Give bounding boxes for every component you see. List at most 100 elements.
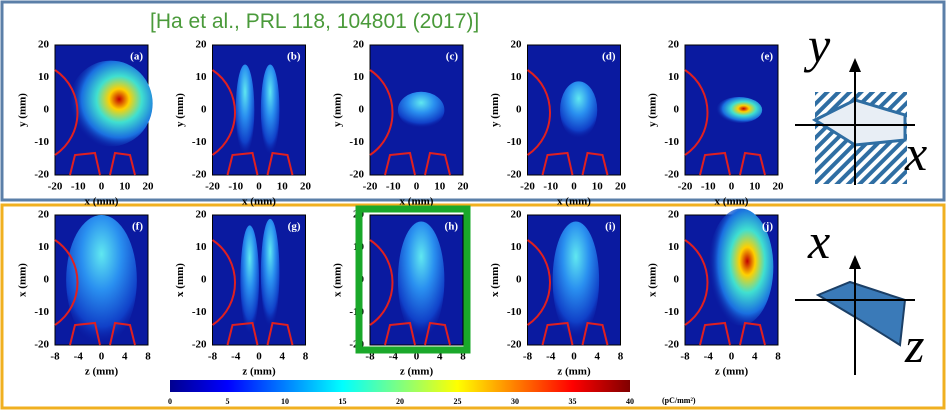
y-tick-label: -10 — [664, 136, 679, 148]
y-tick-label: -20 — [34, 169, 49, 181]
x-tick-label: 8 — [775, 351, 781, 363]
y-tick-label: 10 — [668, 71, 680, 83]
y-axis-label: y (mm) — [332, 93, 344, 127]
lineout — [54, 69, 79, 156]
x-tick-label: -20 — [678, 181, 693, 193]
image — [212, 214, 306, 346]
x-tick-label: -4 — [704, 351, 714, 363]
lineout — [226, 151, 294, 176]
panel: (d) 20 10 0 -10 -20-20 -10 0 10 20 y (mm) x (mm) — [489, 39, 626, 208]
colorbar-tick-label: 25 — [454, 397, 462, 406]
y-tick-label: 20 — [38, 209, 50, 221]
x-tick-label: 8 — [460, 351, 466, 363]
x-tick-label: -8 — [365, 351, 375, 363]
beam — [715, 97, 763, 123]
panel: (e) 20 10 0 -10 -20-20 -10 0 10 20 y (mm) x (mm) — [647, 39, 784, 208]
icon-horizontal: x — [904, 125, 927, 181]
y-tick-label: 20 — [511, 39, 523, 51]
bottom-frame — [0, 203, 946, 410]
x-tick-label: 20 — [300, 181, 312, 193]
lineout — [226, 321, 294, 346]
y-tick-label: -10 — [349, 136, 364, 148]
beam — [240, 225, 259, 335]
colorbar-tick-label: 15 — [339, 397, 347, 406]
y-tick-label: -10 — [34, 306, 49, 318]
icon-vertical: x — [807, 213, 830, 269]
y-tick-label: -20 — [507, 339, 522, 351]
x-tick-label: -10 — [71, 181, 86, 193]
panel-label: (b) — [287, 51, 301, 63]
lineout — [526, 239, 551, 326]
x-axis-label: x (mm) — [85, 196, 119, 208]
x-tick-label: 4 — [595, 351, 601, 363]
x-tick-label: 20 — [615, 181, 627, 193]
y-tick-label: 20 — [353, 39, 365, 51]
y-tick-label: 0 — [359, 104, 365, 116]
arrow — [849, 58, 861, 72]
y-tick-label: 10 — [196, 71, 208, 83]
panel: (f) 20 10 0 -10 -20-8 -4 0 4 8 x (mm) z (mm) — [17, 209, 152, 378]
panel-label: (h) — [445, 221, 459, 233]
x-tick-label: 10 — [592, 181, 604, 193]
beam — [708, 208, 774, 326]
x-axis-label: z (mm) — [715, 366, 749, 378]
y-tick-label: -20 — [507, 169, 522, 181]
x-tick-label: -10 — [543, 181, 558, 193]
x-tick-label: 10 — [277, 181, 289, 193]
prism — [815, 280, 907, 347]
y-tick-label: 20 — [668, 39, 680, 51]
beam — [235, 64, 255, 156]
x-tick-label: 0 — [729, 181, 735, 193]
y-tick-label: -10 — [507, 136, 522, 148]
icon-bottom: x z — [795, 213, 924, 375]
colorbar-tick-label: 5 — [226, 397, 230, 406]
y-axis-label: y (mm) — [17, 93, 29, 127]
colorbar-unit: (pC/mm²) — [662, 396, 696, 405]
panel: (i) 20 10 0 -10 -20-8 -4 0 4 8 x (mm) z (mm) — [489, 209, 624, 378]
x-tick-label: -10 — [228, 181, 243, 193]
y-tick-label: -10 — [664, 306, 679, 318]
lineout — [684, 239, 709, 326]
panel-label: (c) — [446, 51, 459, 63]
lineout — [69, 321, 136, 346]
colorbar — [170, 380, 630, 392]
y-tick-label: 20 — [38, 39, 50, 51]
x-tick-label: -20 — [520, 181, 535, 193]
lineout — [54, 239, 79, 326]
arrow — [849, 255, 861, 269]
icon-vertical: y — [803, 17, 831, 73]
panel-label: (f) — [132, 221, 143, 233]
prism — [811, 98, 907, 147]
x-axis-label: x (mm) — [557, 196, 591, 208]
colorbar-tick-label: 20 — [396, 397, 404, 406]
x-tick-label: -4 — [74, 351, 84, 363]
citation: [Ha et al., PRL 118, 104801 (2017)] — [150, 10, 479, 33]
colorbar-tick-label: 35 — [569, 397, 577, 406]
x-tick-label: -8 — [680, 351, 690, 363]
beam — [260, 64, 280, 156]
y-tick-label: 0 — [516, 274, 522, 286]
y-tick-label: 0 — [44, 274, 50, 286]
x-tick-label: 0 — [414, 351, 420, 363]
lineout — [541, 321, 609, 346]
beam — [260, 218, 280, 329]
x-tick-label: -4 — [231, 351, 241, 363]
x-tick-label: -10 — [386, 181, 401, 193]
y-axis-label: x (mm) — [647, 263, 659, 297]
lineout — [369, 69, 394, 156]
beam — [397, 91, 445, 129]
image — [212, 44, 306, 176]
lineout — [526, 69, 551, 156]
x-tick-label: 10 — [119, 181, 131, 193]
y-tick-label: -20 — [349, 169, 364, 181]
beam — [66, 215, 137, 345]
x-tick-label: -20 — [363, 181, 378, 193]
y-tick-label: 10 — [38, 241, 50, 253]
colorbar-tick-label: 30 — [511, 397, 519, 406]
x-axis-label: x (mm) — [242, 196, 276, 208]
x-tick-label: 0 — [414, 181, 420, 193]
y-tick-label: -10 — [34, 136, 49, 148]
panel: (j) 20 10 0 -10 -20-8 -4 0 4 8 x (mm) z (mm) — [647, 208, 781, 378]
y-tick-label: -20 — [664, 169, 679, 181]
